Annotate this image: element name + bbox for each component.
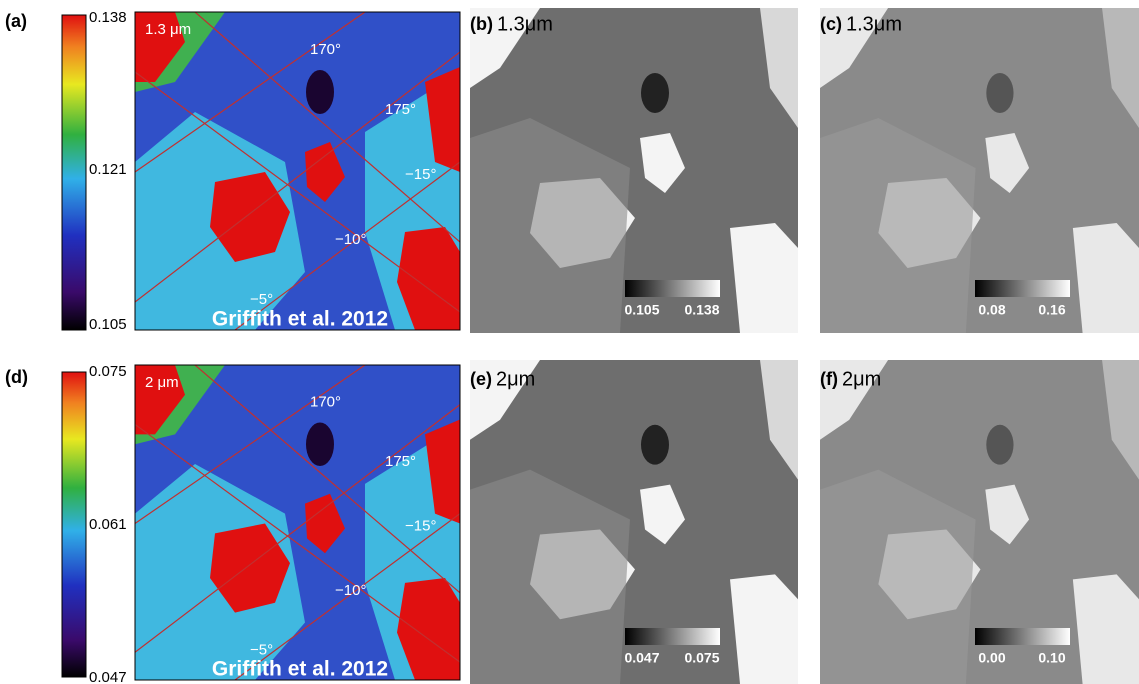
colorbar (625, 280, 720, 297)
grid-label: −5° (250, 641, 273, 658)
dark-spot (986, 73, 1013, 113)
panel-label: (e) (470, 369, 492, 389)
dark-spot (986, 425, 1013, 465)
wavelength: 2 μm (145, 374, 179, 391)
colorbar (625, 628, 720, 645)
wavelength: 2μm (496, 368, 535, 390)
panel-label: (d) (5, 367, 28, 387)
dark-spot (641, 73, 669, 113)
colorbar-label: 0.105 (89, 316, 127, 333)
wavelength: 1.3μm (497, 13, 553, 35)
bright-area (1073, 223, 1139, 333)
colorbar-label: 0.047 (624, 650, 659, 666)
colorbar-label: 0.138 (684, 302, 719, 318)
panel-label: (a) (5, 11, 27, 31)
wavelength: 1.3 μm (145, 21, 191, 38)
grid-label: 175° (385, 101, 416, 118)
panel-label: (c) (820, 14, 842, 34)
colorbar-label: 0.16 (1038, 302, 1065, 318)
panel-label: (f) (820, 369, 838, 389)
grid-label: 175° (385, 453, 416, 470)
colorbar (975, 628, 1070, 645)
dark-spot (641, 425, 669, 465)
dark-spot (306, 70, 334, 114)
colorbar-label: 0.075 (684, 650, 719, 666)
colorbar (62, 372, 86, 677)
grid-label: −5° (250, 291, 273, 308)
grid-label: 170° (310, 41, 341, 58)
wavelength: 2μm (842, 368, 881, 390)
grid-label: 170° (310, 394, 341, 411)
figure: 0.138 0.121 0.105 (a) 1.3 μm 170° 175° −15° −10°… (0, 0, 1139, 684)
grid-label: −10° (335, 582, 366, 599)
colorbar-label: 0.047 (89, 669, 127, 684)
colorbar-label: 0.061 (89, 516, 127, 533)
colorbar-label: 0.121 (89, 161, 127, 178)
colorbar (62, 15, 86, 330)
wavelength: 1.3μm (846, 13, 902, 35)
colorbar-label: 0.075 (89, 363, 127, 380)
colorbar-label: 0.00 (978, 650, 1005, 666)
colorbar-label: 0.10 (1038, 650, 1065, 666)
grid-label: −15° (405, 166, 436, 183)
colorbar (975, 280, 1070, 297)
credit: Griffith et al. 2012 (212, 658, 388, 681)
dark-spot (306, 422, 334, 466)
bright-area (730, 223, 798, 333)
grid-label: −10° (335, 231, 366, 248)
credit: Griffith et al. 2012 (212, 308, 388, 331)
panel-label: (b) (470, 14, 493, 34)
colorbar-label: 0.08 (978, 302, 1005, 318)
grid-label: −15° (405, 517, 436, 534)
bright-area (1073, 574, 1139, 684)
colorbar-label: 0.138 (89, 9, 127, 26)
colorbar-label: 0.105 (624, 302, 659, 318)
bright-area (730, 574, 798, 684)
